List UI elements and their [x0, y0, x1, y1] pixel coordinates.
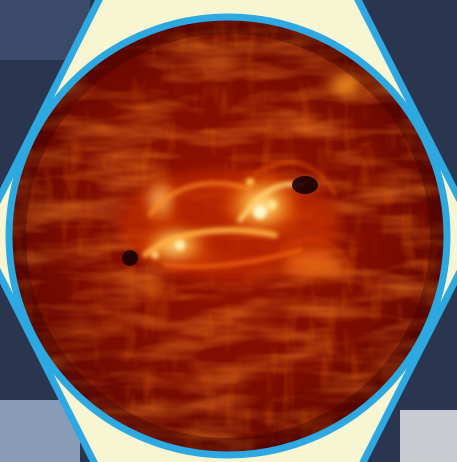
sunspot-right	[292, 176, 318, 194]
sun-circle-border	[5, 13, 451, 459]
sunspot-left	[122, 250, 138, 266]
corner-bottom-right	[400, 410, 457, 462]
